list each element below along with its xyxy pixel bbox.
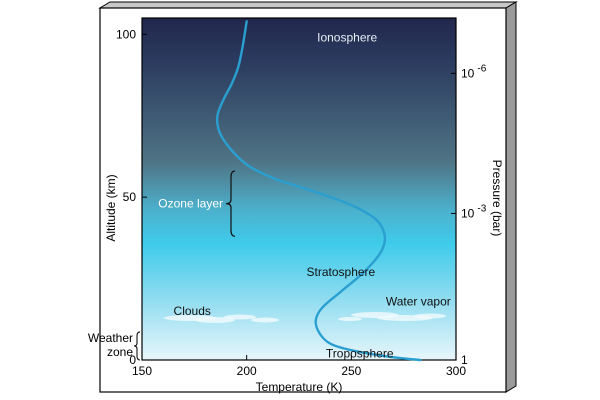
pressure-tick-label: 10 -6 bbox=[461, 63, 487, 80]
cloud-band bbox=[164, 312, 446, 323]
pressure-axis-title: Pressure (bar) bbox=[490, 160, 504, 237]
y-axis-title: Altitude (km) bbox=[104, 174, 118, 241]
region-label: Water vapor bbox=[386, 294, 451, 308]
x-axis-title: Temperature (K) bbox=[256, 380, 343, 394]
y-tick-label: 100 bbox=[116, 27, 136, 41]
plot-area bbox=[141, 17, 457, 361]
region-label: Ionosphere bbox=[317, 31, 377, 45]
region-label: Stratosphere bbox=[307, 265, 376, 279]
region-labels: Ionosphere Stratosphere Clouds Water vapor T… bbox=[174, 31, 451, 361]
y-tick-label: 0 bbox=[129, 353, 136, 367]
temperature-curve-layer bbox=[215, 20, 422, 362]
ozone-layer-bracket bbox=[225, 170, 236, 237]
weather-zone-bracket bbox=[133, 331, 141, 361]
y-axis: 0 50 100 bbox=[116, 27, 147, 367]
cloud-wisp bbox=[338, 317, 362, 321]
x-tick-label: 250 bbox=[341, 364, 361, 378]
x-tick-label: 200 bbox=[237, 364, 257, 378]
cloud-wisp bbox=[224, 314, 256, 320]
x-tick-label: 150 bbox=[132, 364, 152, 378]
box-top-face bbox=[98, 1, 518, 9]
region-label: Clouds bbox=[174, 304, 211, 318]
x-tick-label: 300 bbox=[446, 364, 466, 378]
weather-zone-label: Weather bbox=[88, 331, 133, 345]
x-axis: 150 200 250 300 bbox=[132, 355, 466, 378]
cloud-wisp bbox=[414, 313, 446, 319]
cloud-wisp bbox=[195, 317, 235, 323]
pressure-tick-label: 1 bbox=[461, 353, 468, 367]
y-tick-label: 50 bbox=[123, 190, 137, 204]
box-right-face bbox=[505, 1, 517, 393]
pressure-axis: 1 10 -3 10 -6 bbox=[451, 63, 487, 367]
temperature-profile-line bbox=[215, 20, 422, 362]
region-label: Troposphere bbox=[326, 346, 394, 360]
weather-zone-label-line2: zone bbox=[107, 345, 133, 359]
pressure-tick-label: 10 -3 bbox=[461, 203, 487, 220]
ozone-layer-label: Ozone layer bbox=[158, 197, 223, 211]
cloud-wisp bbox=[251, 317, 279, 323]
